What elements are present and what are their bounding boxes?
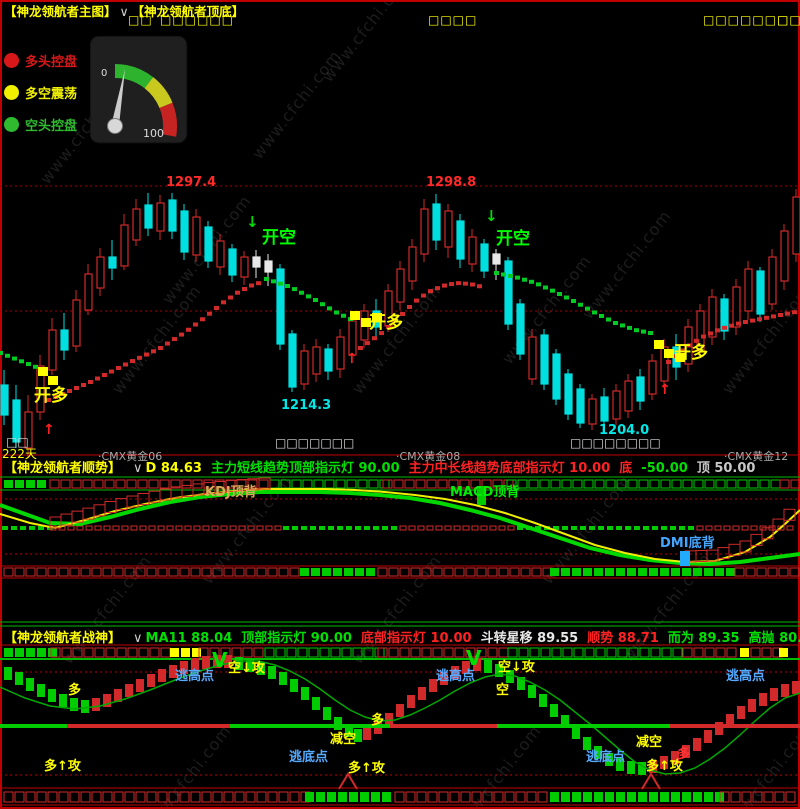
shunshi-staircase — [49, 477, 796, 563]
indicator-value: 主力中长线趋势底部指示灯 10.00 — [408, 461, 611, 476]
panel3-indicator-values: MA11 88.04 顶部指示灯 90.00 底部指示灯 10.00 斗转星移 89.… — [146, 631, 800, 646]
chevron-down-icon[interactable]: ∨ — [133, 461, 143, 476]
indicator-value: 底 — [619, 461, 633, 476]
gauge-hub — [107, 118, 123, 134]
gauge-needle — [111, 69, 125, 127]
gauge-max-label: 100 — [143, 127, 164, 140]
missing-glyph-text: □□□□ — [777, 13, 800, 27]
control-state-legend: 多头控盘 多空震荡 空头控盘 — [4, 44, 77, 140]
indicator-value: MA11 88.04 — [145, 631, 233, 646]
missing-glyph-text: □□□□□□ — [160, 13, 235, 27]
indicator-value: 而为 89.35 — [667, 631, 740, 646]
zhanshen-wave-bars — [4, 655, 800, 775]
legend-label: 多空震荡 — [25, 86, 78, 102]
indicator-value: 高抛 80.00 — [748, 631, 800, 646]
legend-label: 空头控盘 — [25, 118, 78, 134]
panel2-indicator-values: D 84.63 主力短线趋势顶部指示灯 90.00 主力中长线趋势底部指示灯 10.… — [146, 461, 765, 476]
panel2-header: 【神龙领航者顺势】 ∨ D 84.63 主力短线趋势顶部指示灯 90.00 主力中长线趋… — [4, 457, 764, 476]
divergence-bars — [477, 486, 690, 566]
chevron-down-icon[interactable]: ∨ — [119, 4, 129, 19]
attack-spikes — [338, 772, 661, 790]
indicator-value: 底部指示灯 10.00 — [360, 631, 472, 646]
panel3-header: 【神龙领航者战神】 ∨ MA11 88.04 顶部指示灯 90.00 底部指示灯 10.… — [4, 627, 800, 646]
chevron-down-icon[interactable]: ∨ — [133, 631, 143, 646]
indicator-value: 顶 50.00 — [696, 461, 756, 476]
missing-glyph-text: □□ — [128, 13, 153, 27]
legend-item-bull: 多头控盘 — [4, 44, 77, 76]
missing-glyph-text: □□□□□□□ — [703, 13, 790, 27]
indicator-value: 主力短线趋势顶部指示灯 90.00 — [210, 461, 400, 476]
indicator-value: D 84.63 — [145, 461, 202, 476]
long-entry-markers — [38, 311, 685, 385]
indicator-titlebar: 【神龙领航者主图】 ∨ 【神龙领航者顶底】 — [4, 1, 244, 20]
overlay-indicator-title[interactable]: 【神龙领航者顶底】 — [131, 4, 245, 19]
gauge-arc-red — [159, 102, 177, 137]
missing-glyph-text: □□□□ — [428, 13, 478, 27]
panel2-indicator-title[interactable]: 【神龙领航者顺势】 — [4, 461, 122, 476]
indicator-value: -50.00 — [641, 461, 688, 476]
indicator-value: 斗转星移 89.55 — [480, 631, 579, 646]
panel3-indicator-title[interactable]: 【神龙领航者战神】 — [4, 631, 122, 646]
gauge-arc-yellow — [144, 77, 173, 109]
bull-dot-icon — [4, 52, 19, 68]
zhanshen-ma-line — [0, 660, 800, 775]
gauge-min-label: 0 — [101, 68, 107, 79]
sar-dot-series — [0, 271, 797, 402]
legend-item-neutral: 多空震荡 — [4, 76, 77, 108]
bear-dot-icon — [4, 116, 19, 132]
candlestick-series — [0, 189, 800, 458]
legend-label: 多头控盘 — [25, 54, 78, 70]
signal-bands — [2, 479, 800, 803]
neutral-dot-icon — [4, 84, 19, 100]
gauge-arc-green — [114, 64, 154, 89]
indicator-value: 顺势 88.71 — [587, 631, 659, 646]
main-chart-indicator-title[interactable]: 【神龙领航者主图】 — [4, 4, 117, 19]
indicator-value: 顶部指示灯 90.00 — [241, 631, 352, 646]
sentiment-gauge: 0 100 — [89, 35, 190, 150]
legend-item-bear: 空头控盘 — [4, 108, 77, 140]
